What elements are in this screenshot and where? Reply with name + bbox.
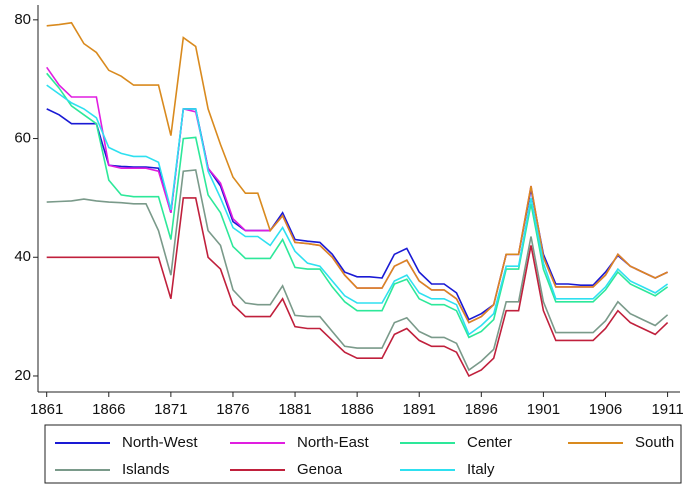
legend-label: North-West — [122, 434, 198, 451]
legend-label: Center — [467, 434, 512, 451]
legend-label: Genoa — [297, 461, 343, 478]
x-tick-label: 1876 — [216, 401, 249, 418]
legend-label: North-East — [297, 434, 370, 451]
legend-label: Italy — [467, 461, 495, 478]
x-tick-label: 1891 — [403, 401, 436, 418]
x-tick-label: 1901 — [527, 401, 560, 418]
y-tick-label: 60 — [14, 130, 31, 147]
series-line — [46, 108, 668, 321]
x-tick-label: 1871 — [154, 401, 187, 418]
series-line — [46, 169, 669, 372]
series-line — [46, 197, 669, 378]
x-tick-label: 1866 — [92, 401, 125, 418]
series-line — [46, 21, 668, 324]
x-tick-label: 1911 — [651, 401, 683, 418]
legend-label: South — [635, 434, 674, 451]
x-tick-label: 1886 — [340, 401, 373, 418]
legend-box — [44, 424, 682, 484]
y-tick-label: 80 — [14, 11, 31, 28]
legend-label: Islands — [122, 461, 170, 478]
y-tick-label: 20 — [14, 367, 31, 384]
x-tick-label: 1896 — [465, 401, 498, 418]
y-tick-label: 40 — [14, 248, 31, 265]
x-tick-label: 1861 — [30, 401, 63, 418]
series-line — [46, 84, 669, 336]
x-tick-label: 1881 — [278, 401, 311, 418]
series-line — [46, 72, 669, 339]
x-tick-label: 1906 — [589, 401, 622, 418]
